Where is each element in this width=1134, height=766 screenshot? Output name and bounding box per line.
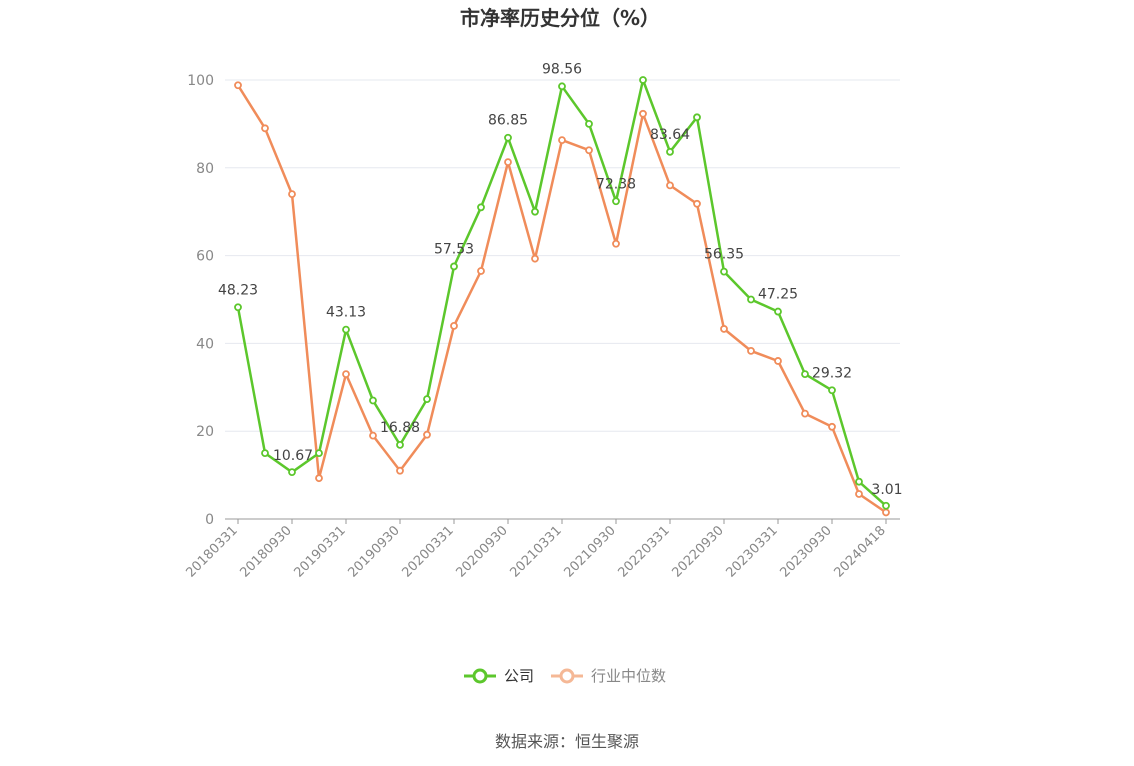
x-tick-label-20190930: 20190930 xyxy=(345,523,402,580)
data-point-0-20230331 xyxy=(774,307,782,316)
data-point-1-20190331 xyxy=(342,370,350,379)
data-point-1-20200331 xyxy=(450,321,458,330)
x-tick-label-20220930: 20220930 xyxy=(669,523,726,580)
x-tick-label-20180930: 20180930 xyxy=(237,523,294,580)
data-point-1-20191231 xyxy=(423,430,431,439)
data-point-1-20200630 xyxy=(477,267,485,275)
data-point-1-20200930 xyxy=(504,158,512,166)
data-point-0-20221231 xyxy=(747,295,755,304)
data-point-0-20200331 xyxy=(450,262,458,271)
y-tick-label-20: 20 xyxy=(196,424,214,440)
data-point-0-20211231 xyxy=(639,76,647,84)
data-point-1-20220930 xyxy=(720,325,728,333)
y-tick-label-80: 80 xyxy=(196,161,214,177)
y-tick-label-60: 60 xyxy=(196,249,214,265)
y-tick-label-100: 100 xyxy=(187,73,214,89)
data-point-1-20180331 xyxy=(234,81,242,90)
x-tick-label-20210331: 20210331 xyxy=(507,523,564,580)
data-point-1-20210930 xyxy=(612,239,620,248)
data-label-20230930: 29.32 xyxy=(812,365,852,381)
data-label-20210930: 72.38 xyxy=(596,176,636,192)
data-point-0-20180930 xyxy=(288,468,296,477)
x-tick-label-20200930: 20200930 xyxy=(453,523,510,580)
series-industry-median xyxy=(234,81,890,517)
series-layer xyxy=(234,76,890,517)
data-label-20230331: 47.25 xyxy=(758,287,798,303)
legend-item-industry-median[interactable]: 行业中位数 xyxy=(551,667,666,685)
data-point-1-20181231 xyxy=(315,474,323,483)
legend-item-company[interactable]: 公司 xyxy=(464,667,534,685)
data-point-1-20221231 xyxy=(747,346,755,355)
data-label-20200331: 57.53 xyxy=(434,241,474,257)
data-point-0-20231231 xyxy=(855,477,863,486)
data-point-0-20210630 xyxy=(585,120,593,128)
data-label-20190930: 16.88 xyxy=(380,420,420,436)
x-tick-label-20220331: 20220331 xyxy=(615,523,672,580)
legend-industry-label: 行业中位数 xyxy=(591,667,666,685)
data-point-1-20240418 xyxy=(882,508,890,517)
data-point-1-20190630 xyxy=(369,431,377,440)
data-label-20220331: 83.64 xyxy=(650,127,690,143)
chart-title: 市净率历史分位（%） xyxy=(460,6,660,30)
legend-company-marker xyxy=(472,668,488,684)
data-point-0-20200930 xyxy=(504,133,512,142)
y-tick-label-40: 40 xyxy=(196,336,214,352)
data-point-0-20240418 xyxy=(882,501,890,510)
data-point-0-20220331 xyxy=(666,147,674,156)
series-company xyxy=(234,76,890,510)
data-point-0-20191231 xyxy=(423,395,431,404)
data-point-0-20230630 xyxy=(801,370,809,379)
y-tick-label-0: 0 xyxy=(205,512,214,528)
data-source: 数据来源：恒生聚源 xyxy=(495,732,639,751)
data-point-1-20230331 xyxy=(774,357,782,365)
data-point-1-20231231 xyxy=(855,490,863,498)
data-label-20180930: 10.67 xyxy=(273,448,313,464)
legend: 公司 行业中位数 xyxy=(464,667,666,685)
data-point-0-20210331 xyxy=(558,82,566,91)
x-tick-label-20230930: 20230930 xyxy=(777,523,834,580)
x-tick-label-20240418: 20240418 xyxy=(831,523,888,580)
x-tick-label-20230331: 20230331 xyxy=(723,523,780,580)
data-label-20240418: 3.01 xyxy=(871,482,902,498)
x-tick-label-20190331: 20190331 xyxy=(291,523,348,580)
y-axis: 0 20 40 60 80 100 xyxy=(187,73,214,528)
data-point-1-20230630 xyxy=(801,409,809,418)
x-axis: 2018033120180930201903312019093020200331… xyxy=(183,518,900,581)
data-point-1-20210331 xyxy=(558,136,566,145)
data-point-1-20180930 xyxy=(288,190,296,199)
data-point-1-20211231 xyxy=(639,109,647,118)
x-tick-label-20200331: 20200331 xyxy=(399,523,456,580)
data-point-1-20210630 xyxy=(585,146,593,155)
data-point-0-20190331 xyxy=(342,325,350,334)
data-point-0-20220630 xyxy=(693,113,701,122)
grid-lines xyxy=(225,79,900,432)
x-tick-label-20210930: 20210930 xyxy=(561,523,618,580)
data-label-20220930: 56.35 xyxy=(704,247,744,263)
data-label-20190331: 43.13 xyxy=(326,305,366,321)
data-point-1-20180630 xyxy=(261,124,269,133)
data-point-0-20190630 xyxy=(369,396,377,405)
data-point-0-20201231 xyxy=(531,207,539,216)
data-point-0-20190930 xyxy=(396,440,404,449)
legend-company-label: 公司 xyxy=(504,667,534,685)
legend-industry-marker xyxy=(559,668,575,684)
data-point-0-20200630 xyxy=(477,203,485,212)
data-point-0-20181231 xyxy=(315,449,323,458)
x-tick-label-20180331: 20180331 xyxy=(183,523,240,580)
data-point-1-20190930 xyxy=(396,466,404,475)
data-point-0-20180331 xyxy=(234,303,242,312)
data-label-20210331: 98.56 xyxy=(542,61,582,77)
data-point-1-20220331 xyxy=(666,181,674,190)
data-label-20180331: 48.23 xyxy=(218,282,258,298)
data-point-1-20220630 xyxy=(693,199,701,208)
data-point-1-20230930 xyxy=(828,422,836,431)
data-label-20200930: 86.85 xyxy=(488,113,528,129)
data-point-1-20201231 xyxy=(531,254,539,263)
data-point-0-20180630 xyxy=(261,449,269,458)
data-labels: 48.23 10.67 43.13 16.88 57.53 86.85 98.56 72.38… xyxy=(218,61,903,497)
data-point-0-20220930 xyxy=(720,267,728,276)
data-point-0-20210930 xyxy=(612,197,620,206)
data-point-0-20230930 xyxy=(828,386,836,395)
